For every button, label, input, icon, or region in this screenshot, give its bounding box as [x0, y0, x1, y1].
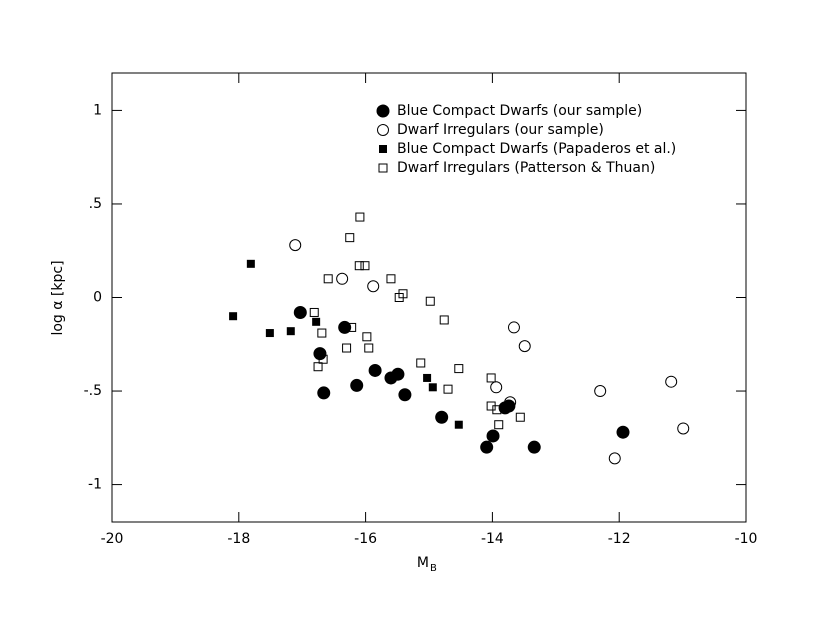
data-point — [616, 425, 630, 439]
data-point — [347, 322, 357, 332]
data-point — [494, 420, 504, 430]
x-tick-label: -10 — [735, 531, 758, 547]
legend-label: Blue Compact Dwarfs (Papaderos et al.) — [397, 141, 676, 157]
data-point — [454, 420, 463, 429]
data-point — [398, 388, 412, 402]
y-tick-label: 0 — [93, 290, 102, 306]
data-point — [439, 315, 449, 325]
data-point — [486, 373, 496, 383]
data-point — [507, 321, 520, 334]
data-point — [416, 358, 426, 368]
data-point — [428, 383, 437, 392]
legend-marker — [379, 145, 387, 153]
data-point — [608, 452, 621, 465]
x-tick-label: -20 — [101, 531, 124, 547]
legend-marker — [378, 163, 388, 173]
data-point — [490, 381, 503, 394]
legend-label: Blue Compact Dwarfs (our sample) — [397, 103, 642, 119]
x-axis-label-sub: B — [430, 563, 437, 574]
data-point — [391, 367, 405, 381]
data-point — [229, 312, 238, 321]
data-point — [364, 343, 374, 353]
legend-marker — [377, 124, 389, 136]
legend-marker — [376, 104, 390, 118]
data-point — [518, 340, 531, 353]
y-axis-label: log α [kpc] — [50, 260, 66, 335]
x-axis-label: M — [417, 555, 429, 571]
data-point — [504, 396, 517, 409]
data-point — [289, 239, 302, 252]
x-tick-label: -14 — [481, 531, 504, 547]
data-point — [480, 440, 494, 454]
x-tick-label: -12 — [608, 531, 631, 547]
data-point — [317, 328, 327, 338]
data-point — [318, 354, 328, 364]
data-point — [677, 422, 690, 435]
data-point — [350, 378, 364, 392]
legend-label: Dwarf Irregulars (Patterson & Thuan) — [397, 160, 655, 176]
data-point — [313, 347, 327, 361]
data-point — [492, 405, 502, 415]
data-point — [355, 212, 365, 222]
data-point — [360, 261, 370, 271]
data-point — [386, 274, 396, 284]
data-point — [317, 386, 331, 400]
data-point — [425, 296, 435, 306]
x-tick-label: -18 — [227, 531, 250, 547]
data-point — [486, 429, 500, 443]
data-point — [286, 327, 295, 336]
data-point — [435, 410, 449, 424]
data-point — [527, 440, 541, 454]
legend-label: Dwarf Irregulars (our sample) — [397, 122, 604, 138]
y-tick-label: -.5 — [84, 383, 102, 399]
data-point — [502, 399, 516, 413]
data-point — [313, 362, 323, 372]
x-tick-label: -16 — [354, 531, 377, 547]
data-point — [323, 274, 333, 284]
data-point — [312, 317, 321, 326]
y-tick-label: 1 — [93, 102, 102, 118]
data-point — [362, 332, 372, 342]
data-point — [454, 364, 464, 374]
data-point — [246, 259, 255, 268]
data-point — [342, 343, 352, 353]
data-point — [398, 289, 408, 299]
data-point — [345, 233, 355, 243]
data-point — [354, 261, 364, 271]
data-point — [443, 384, 453, 394]
y-tick-label: .5 — [89, 196, 102, 212]
data-point — [423, 373, 432, 382]
data-point — [594, 385, 607, 398]
data-point — [309, 307, 319, 317]
data-point — [265, 329, 274, 338]
data-point — [515, 412, 525, 422]
y-tick-label: -1 — [88, 477, 102, 493]
data-point — [665, 375, 678, 388]
data-point — [367, 280, 380, 293]
data-point — [368, 363, 382, 377]
data-point — [336, 272, 349, 285]
data-point — [293, 305, 307, 319]
